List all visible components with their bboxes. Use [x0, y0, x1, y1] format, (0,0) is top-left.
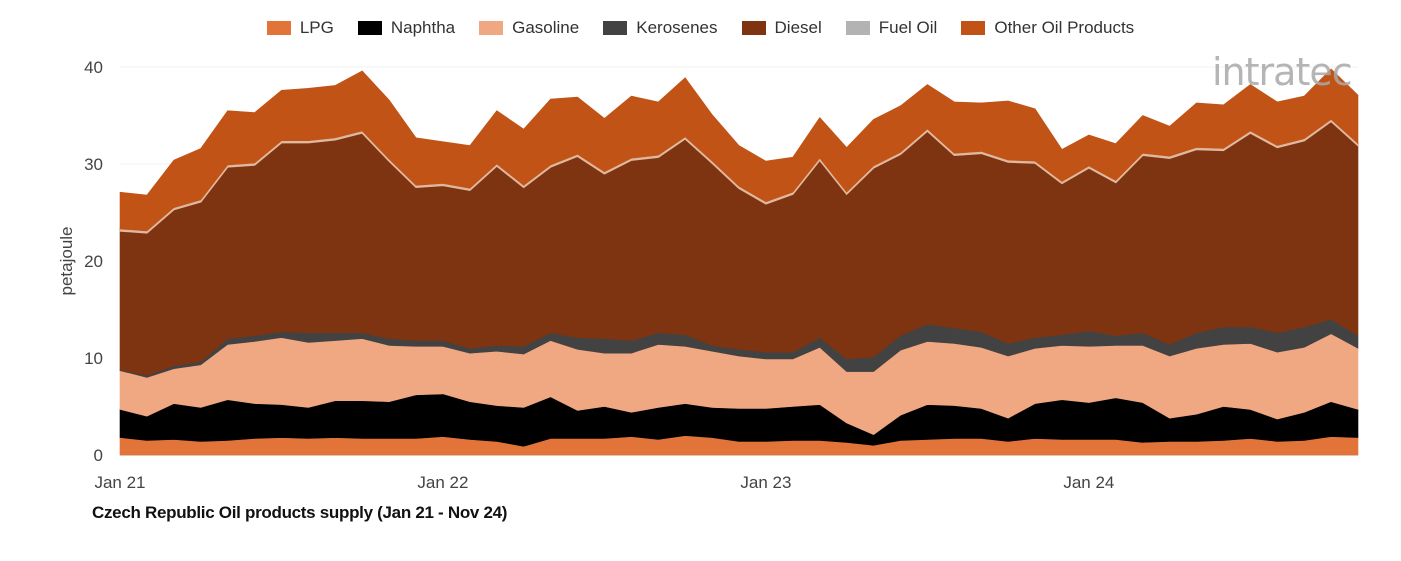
x-tick-label: Jan 21: [94, 473, 145, 492]
y-tick-label: 30: [84, 155, 103, 174]
area-other-oil-products[interactable]: [119, 68, 1359, 232]
chart-legend: LPG Naphtha Gasoline Kerosenes Diesel Fuel Oi…: [0, 18, 1401, 38]
legend-label: Other Oil Products: [994, 18, 1135, 37]
legend-swatch: [357, 21, 382, 35]
legend-swatch: [479, 21, 504, 35]
legend-label: Kerosenes: [636, 18, 718, 37]
legend-item[interactable]: Gasoline: [479, 18, 579, 38]
intratec-logo: intratec: [1212, 50, 1353, 94]
legend-item[interactable]: Diesel: [741, 18, 822, 38]
legend-item[interactable]: LPG: [266, 18, 334, 38]
y-axis-label: petajoule: [57, 226, 76, 295]
legend-item[interactable]: Other Oil Products: [961, 18, 1134, 38]
legend-swatch: [741, 21, 766, 35]
legend-swatch: [961, 21, 986, 35]
y-tick-label: 40: [84, 58, 103, 77]
legend-item[interactable]: Kerosenes: [603, 18, 718, 38]
y-tick-label: 10: [84, 349, 103, 368]
legend-item[interactable]: Fuel Oil: [845, 18, 938, 38]
legend-swatch: [603, 21, 628, 35]
x-tick-label: Jan 22: [417, 473, 468, 492]
legend-swatch: [266, 21, 291, 35]
legend-item[interactable]: Naphtha: [357, 18, 456, 38]
y-tick-label: 20: [84, 252, 103, 271]
chart-title: Czech Republic Oil products supply (Jan …: [92, 503, 508, 522]
legend-label: Diesel: [774, 18, 822, 37]
x-tick-label: Jan 24: [1063, 473, 1114, 492]
y-tick-label: 0: [94, 446, 103, 465]
legend-label: Naphtha: [390, 18, 456, 37]
x-tick-label: Jan 23: [740, 473, 791, 492]
legend-swatch: [845, 21, 870, 35]
legend-label: LPG: [299, 18, 334, 37]
legend-label: Gasoline: [512, 18, 580, 37]
legend-label: Fuel Oil: [878, 18, 938, 37]
